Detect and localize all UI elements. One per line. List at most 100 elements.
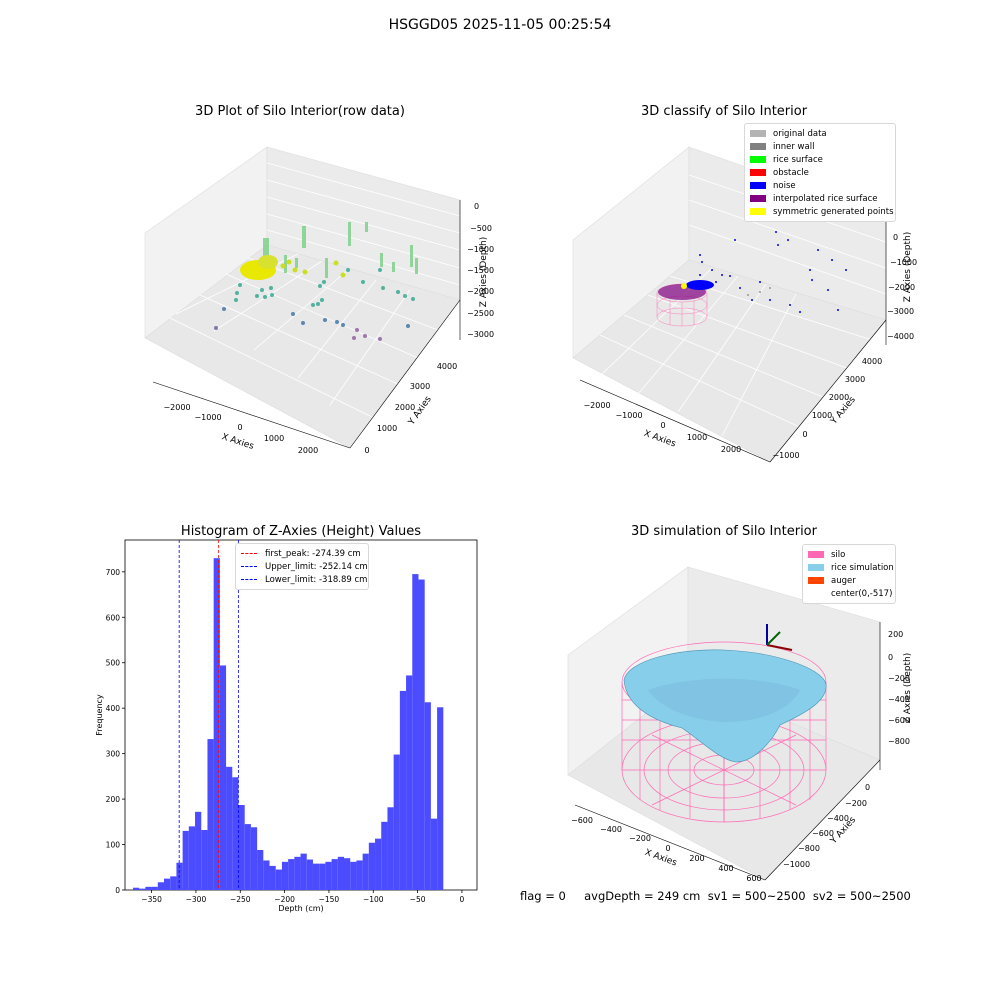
histogram-bar [393,754,400,890]
histogram-bar [430,818,438,890]
raw-xtick: −2000 [163,403,190,412]
histogram-xlabel: Depth (cm) [278,904,323,913]
histogram-bar [319,863,326,890]
histogram-bar [344,858,351,890]
sim-xtick: 200 [689,854,704,863]
raw-xtick: 1000 [264,434,284,443]
histogram-bar [263,860,270,890]
legend-swatch [750,156,766,163]
histogram-bar [424,702,431,890]
sim-xtick: −400 [600,825,622,834]
auger-axes [766,624,793,651]
legend-line [241,566,257,567]
legend-item: auger [808,574,890,587]
sim-ytick: −400 [827,814,849,823]
sim-ytick: −200 [845,799,867,808]
histogram-bar [387,807,394,890]
raw-points [214,268,415,341]
histogram-bar [232,777,239,890]
legend-swatch [750,182,766,189]
legend-item: obstacle [750,166,890,179]
legend-item: Upper_limit: -252.14 cm [241,560,368,573]
classify-zlabel: Z Axies (Depth) [903,232,913,303]
classify-ztick: −2000 [888,283,915,292]
histogram-bar [356,860,363,890]
histogram-bar [164,878,171,890]
legend-swatch [750,130,766,137]
histogram-bar [412,574,419,890]
raw-xtick: −1000 [194,413,221,422]
noise-points [699,231,847,313]
legend-item: interpolated rice surface [750,192,890,205]
histogram-bar [219,665,227,890]
sim-ytick: −800 [798,844,820,853]
sim-xlabel: X Axies [643,848,678,869]
legend-swatch [808,551,824,558]
histogram-bar [139,888,146,890]
raw-ztick: −500 [470,224,492,233]
histogram-bar [375,838,382,890]
y-tick-label: 700 [106,568,121,577]
histogram-bar [269,865,276,890]
histogram-bar [182,830,189,890]
legend-item: symmetric generated points [750,205,894,218]
histogram-bar [406,675,413,890]
classify-plot-title: 3D classify of Silo Interior [640,104,808,119]
histogram-bar [288,859,295,890]
y-tick-label: 600 [106,613,121,622]
raw-ztick: 0 [474,202,479,211]
simulation-plot-title: 3D simulation of Silo Interior [631,524,817,539]
x-tick-label: −100 [363,895,384,904]
raw-xtick: 0 [237,423,242,432]
histogram-bar [312,863,320,890]
status-footer: flag = 0 avgDepth = 249 cm sv1 = 500~250… [520,889,911,903]
legend-item: original data [750,127,890,140]
legend-item: first_peak: -274.39 cm [241,547,363,560]
legend-item: center(0,-517) [808,587,892,600]
legend-swatch [750,143,766,150]
histogram-legend: first_peak: -274.39 cm Upper_limit: -252… [235,543,369,590]
sim-ytick: 0 [865,783,870,792]
classify-ytick: 3000 [845,375,865,384]
raw-ytick: 1000 [377,424,397,433]
legend-line [241,579,257,580]
classify-xtick: 0 [660,421,665,430]
sim-ytick: −600 [812,829,834,838]
y-tick-label: 500 [106,659,121,668]
raw-ztick: −3000 [467,330,494,339]
classify-ytick: 2000 [829,393,849,402]
histogram-bar [201,830,208,890]
histogram-bar [226,766,233,890]
x-tick-label: −200 [274,895,295,904]
legend-item: rice surface [750,153,890,166]
legend-swatch [808,590,824,597]
sim-xtick: −600 [571,816,593,825]
histogram-bar [331,859,338,890]
histogram-bar [213,558,220,890]
x-tick-label: −50 [410,895,426,904]
histogram-bar [151,886,158,890]
sim-ytick: −1000 [783,860,810,869]
sim-ztick: −200 [888,674,910,683]
legend-swatch [750,169,766,176]
histogram-bar [362,853,369,890]
histogram-bar [437,707,444,890]
classify-ztick: −1000 [890,258,917,267]
histogram-bar [244,824,251,890]
raw-ytick: 4000 [437,362,457,371]
histogram-bar [132,887,140,890]
classify-legend: original data inner wall rice surface ob… [744,123,896,222]
legend-item: Lower_limit: -318.89 cm [241,573,367,586]
histogram-bar [300,853,307,890]
histogram-bar [281,861,289,890]
sim-ztick: −600 [888,716,910,725]
legend-item: inner wall [750,140,890,153]
classify-xtick: 1000 [687,433,707,442]
classify-xtick: −1000 [615,411,642,420]
legend-line [241,553,257,554]
classify-ztick: −4000 [887,332,914,341]
sim-xtick: −200 [629,834,651,843]
classify-ztick: 0 [893,233,898,242]
y-tick-label: 100 [106,841,121,850]
